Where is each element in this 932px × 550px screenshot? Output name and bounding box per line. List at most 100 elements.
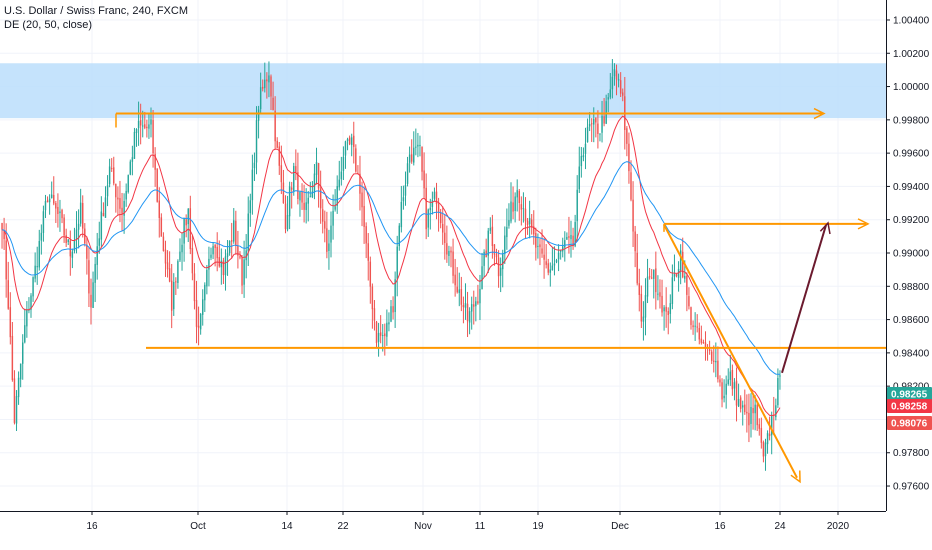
x-tick-label: 11	[475, 521, 486, 532]
candle-body	[3, 231, 5, 240]
candle-body	[444, 232, 446, 243]
candle-body	[452, 251, 454, 276]
candle-body	[367, 243, 369, 261]
candle-body	[737, 398, 740, 407]
candle-body	[522, 208, 525, 210]
candle-body	[309, 196, 312, 198]
candle-body	[719, 379, 721, 383]
candle-body	[117, 197, 119, 200]
candle-body	[177, 261, 179, 283]
candle-body	[682, 251, 684, 278]
candle-body	[202, 299, 204, 315]
candle-body	[739, 397, 742, 409]
candle-body	[264, 79, 266, 89]
candle-body	[688, 296, 690, 307]
candle-body	[690, 307, 692, 325]
x-tick-label: Oct	[190, 521, 206, 532]
candle-body	[268, 75, 270, 83]
candle-body	[168, 268, 171, 282]
y-tick-label: 1.00200	[893, 49, 930, 60]
y-tick-label: 0.99200	[893, 215, 930, 226]
candle-body	[113, 167, 115, 184]
candle-body	[344, 141, 347, 156]
candle-body	[67, 239, 69, 242]
candle-body	[698, 327, 700, 340]
candle-body	[392, 306, 394, 313]
candle-body	[284, 203, 287, 230]
candle-body	[272, 97, 274, 111]
candle-body	[79, 202, 82, 224]
candle-body	[204, 284, 206, 301]
candle-body	[315, 162, 318, 175]
candle-body	[748, 412, 750, 426]
candle-body	[326, 228, 328, 252]
candle-body	[377, 332, 380, 342]
candle-body	[77, 223, 80, 230]
candle-body	[55, 203, 57, 209]
candle-body	[499, 267, 502, 276]
candle-body	[164, 249, 167, 264]
candle-body	[36, 266, 38, 268]
candle-body	[22, 342, 24, 364]
candle-body	[139, 120, 142, 126]
candle-body	[473, 304, 475, 307]
candle-body	[425, 187, 427, 230]
candle-body	[564, 240, 566, 248]
candle-body	[233, 220, 235, 242]
candle-body	[663, 307, 665, 312]
candle-body	[259, 87, 262, 110]
candle-body	[295, 166, 297, 172]
candle-body	[520, 204, 523, 210]
candle-body	[46, 200, 49, 203]
candle-body	[322, 209, 324, 222]
candle-body	[42, 211, 45, 233]
candle-body	[82, 203, 84, 229]
candle-body	[257, 109, 260, 121]
candle-body	[241, 256, 243, 286]
candle-body	[336, 186, 338, 206]
candle-body	[61, 209, 63, 219]
candle-body	[673, 273, 676, 277]
candle-body	[191, 247, 194, 274]
candle-body	[30, 295, 32, 310]
candle-body	[551, 265, 554, 271]
candle-body	[415, 146, 417, 148]
candle-body	[628, 143, 630, 172]
x-tick-label: 16	[714, 521, 726, 532]
candle-body	[665, 306, 667, 312]
candle-body	[382, 334, 384, 336]
resistance-zone	[0, 63, 886, 119]
candle-body	[533, 226, 535, 235]
candle-body	[684, 275, 686, 279]
price-tag-label: 0.98265	[891, 390, 928, 401]
candle-body	[733, 382, 736, 389]
candle-body	[704, 342, 707, 349]
candle-body	[375, 321, 378, 343]
candle-body	[1, 223, 3, 230]
candle-body	[334, 206, 336, 210]
candle-body	[390, 306, 392, 322]
candle-body	[290, 187, 293, 190]
candle-body	[477, 301, 479, 304]
candle-body	[729, 371, 732, 380]
candle-body	[125, 190, 127, 200]
candle-body	[731, 370, 734, 390]
candle-body	[462, 304, 465, 308]
candle-body	[632, 199, 634, 232]
y-tick-label: 0.97800	[893, 448, 930, 459]
candle-body	[170, 280, 173, 311]
candle-body	[361, 192, 363, 208]
candle-body	[276, 140, 278, 148]
candle-body	[613, 69, 616, 77]
y-tick-label: 0.99600	[893, 149, 930, 160]
candle-body	[394, 279, 396, 313]
candle-body	[446, 243, 448, 255]
candle-body	[266, 79, 268, 82]
candle-body	[239, 256, 241, 258]
candle-body	[675, 274, 678, 277]
candle-body	[371, 286, 374, 310]
candle-body	[764, 442, 767, 457]
candle-body	[580, 155, 583, 167]
candle-body	[235, 220, 237, 246]
